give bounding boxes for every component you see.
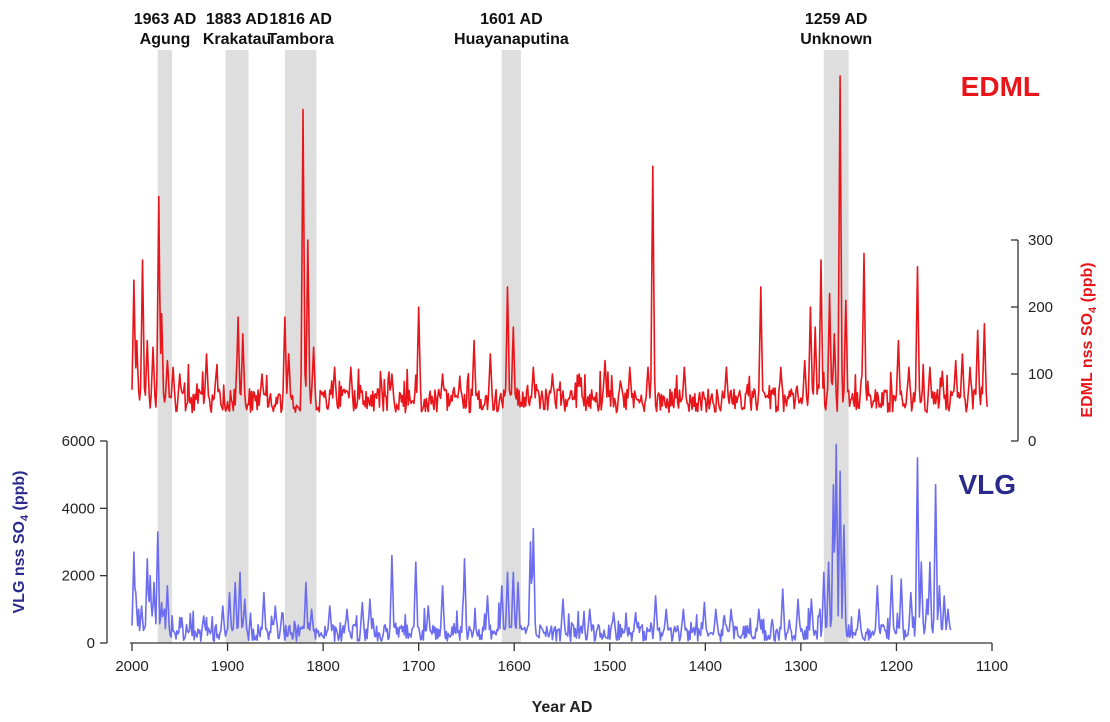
vlg-y-tick-label-2000: 2000 (62, 568, 95, 585)
eruption-bands (157, 50, 849, 643)
x-tick-label-1200: 1200 (880, 658, 913, 675)
edml-series-layer: EDML (131, 71, 1040, 414)
edml-y-tick-label-200: 200 (1028, 299, 1053, 316)
eruption-band-huayanaputina (501, 50, 521, 643)
x-tick-label-2000: 2000 (115, 658, 148, 675)
x-tick-label-1900: 1900 (211, 658, 244, 675)
eruption-year-unknown: 1259 AD (805, 11, 868, 28)
eruption-year-agung: 1963 AD (134, 11, 197, 28)
vlg-series-layer: VLG (131, 443, 1016, 643)
eruption-band-agung (157, 50, 173, 643)
vlg-series-label: VLG (958, 469, 1016, 500)
axis-titles: Year AD VLG nss SO4 (ppb) EDML nss SO4 (pp… (11, 262, 1099, 716)
vlg-y-tick-label-4000: 4000 (62, 500, 95, 517)
eruption-year-krakatau: 1883 AD (206, 11, 269, 28)
vlg-y-tick-label-0: 0 (87, 635, 95, 652)
x-tick-label-1800: 1800 (306, 658, 339, 675)
x-tick-label-1100: 1100 (976, 658, 1008, 675)
x-tick-label-1400: 1400 (689, 658, 722, 675)
x-axis-title: Year AD (532, 699, 593, 716)
eruption-year-huayanaputina: 1601 AD (480, 11, 543, 28)
eruption-labels: 1963 AD Agung 1883 AD Krakatau 1816 AD Tambor… (134, 11, 872, 48)
edml-y-tick-label-300: 300 (1028, 232, 1053, 249)
x-tick-label-1700: 1700 (402, 658, 435, 675)
axes: 2000 1900 1800 1700 1600 1500 1400 1300 1200 1100… (62, 232, 1053, 675)
x-tick-label-1300: 1300 (784, 658, 817, 675)
edml-y-axis-title: EDML nss SO4 (ppb) (1079, 262, 1099, 417)
edml-line (131, 75, 988, 414)
x-tick-label-1500: 1500 (593, 658, 626, 675)
eruption-name-tambora: Tambora (268, 31, 334, 48)
eruption-name-agung: Agung (140, 31, 191, 48)
vlg-y-axis-title: VLG nss SO4 (ppb) (11, 470, 31, 613)
edml-y-tick-label-0: 0 (1028, 433, 1036, 450)
x-tick-label-1600: 1600 (498, 658, 531, 675)
eruption-name-huayanaputina: Huayanaputina (454, 31, 569, 48)
eruption-year-tambora: 1816 AD (269, 11, 332, 28)
eruption-name-unknown: Unknown (800, 31, 872, 48)
vlg-y-tick-label-6000: 6000 (62, 433, 95, 450)
edml-series-label: EDML (961, 71, 1040, 102)
eruption-name-krakatau: Krakatau (203, 31, 271, 48)
vlg-line (131, 443, 952, 643)
edml-y-tick-label-100: 100 (1028, 366, 1053, 383)
